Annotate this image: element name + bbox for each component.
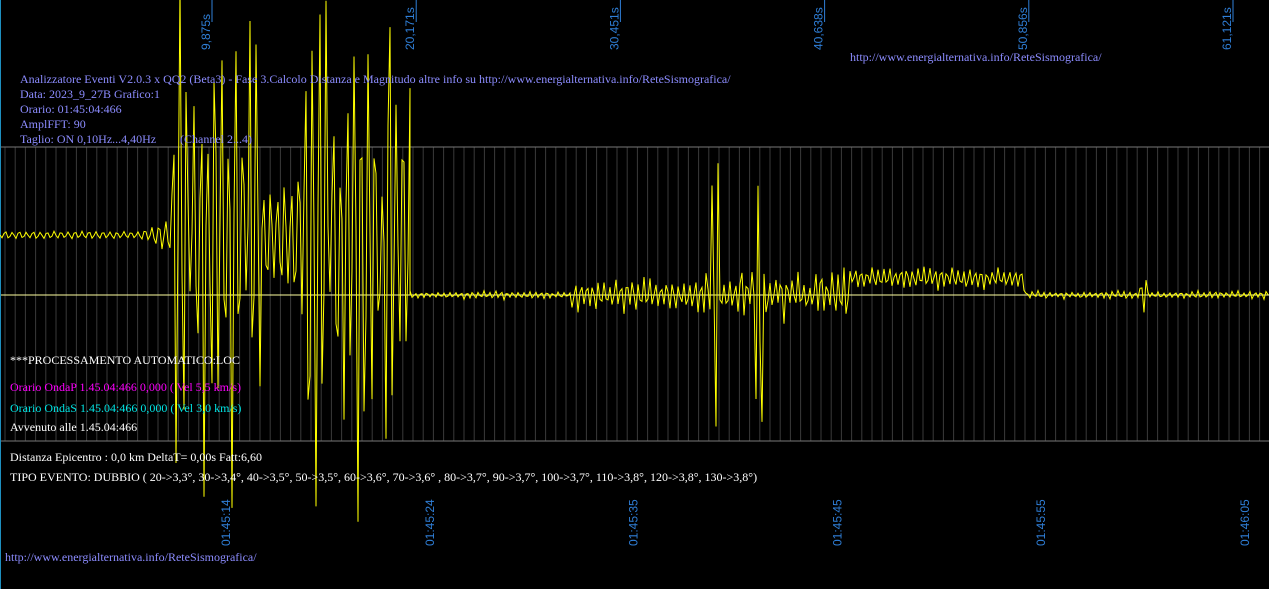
- top-time-label: 9,875s: [199, 14, 213, 50]
- bottom-time-label: 01:45:24: [423, 499, 437, 546]
- top-time-label: 30,451s: [607, 7, 621, 50]
- event-type: TIPO EVENTO: DUBBIO ( 20->3,3°, 30->3,4°…: [10, 470, 757, 484]
- top-time-label: 50,856s: [1016, 7, 1030, 50]
- info-time: Orario: 01:45:04:466: [20, 102, 122, 116]
- bottom-time-label: 01:45:55: [1034, 499, 1048, 546]
- bottom-time-label: 01:45:35: [627, 499, 641, 546]
- bottom-time-label: 01:46:05: [1238, 499, 1252, 546]
- occurred: Avvenuto alle 1.45.04:466: [10, 420, 137, 434]
- wave-s: Orario OndaS 1.45.04:466 0,000 ( Vel 3,0…: [10, 401, 241, 415]
- top-time-label: 61,121s: [1220, 7, 1234, 50]
- waveform: [0, 0, 1269, 522]
- info-title: Analizzatore Eventi V2.0.3 x QQ2 (Beta3)…: [20, 72, 731, 86]
- grid: [4, 147, 1261, 441]
- bottom-time-label: 01:45:45: [830, 499, 844, 546]
- top-time-label: 40,638s: [812, 7, 826, 50]
- info-cut: Taglio: ON 0,10Hz...4,40Hz: [20, 132, 156, 146]
- top-time-label: 20,171s: [403, 7, 417, 50]
- footer-url: http://www.energialternativa.info/ReteSi…: [5, 550, 257, 564]
- bottom-time-label: 01:45:14: [219, 499, 233, 546]
- wave-p: Orario OndaP 1.45.04:466 0,000 ( Vel 5,5…: [10, 380, 241, 394]
- trace: [0, 0, 1269, 522]
- header-url: http://www.energialternativa.info/ReteSi…: [850, 50, 1102, 64]
- processing-heading: ***PROCESSAMENTO AUTOMATICO:LOC: [10, 353, 240, 367]
- distance: Distanza Epicentro : 0,0 km DeltaT= 0,00…: [10, 450, 262, 464]
- time-labels: 9,875s 20,171s 30,451s 40,638s 50,856s 61,121…: [199, 0, 1252, 546]
- info-date: Data: 2023_9_27B Grafico:1: [20, 87, 160, 101]
- info-ampl: AmplFFT: 90: [20, 117, 86, 131]
- info-channel: (Channel 2...4): [180, 132, 252, 146]
